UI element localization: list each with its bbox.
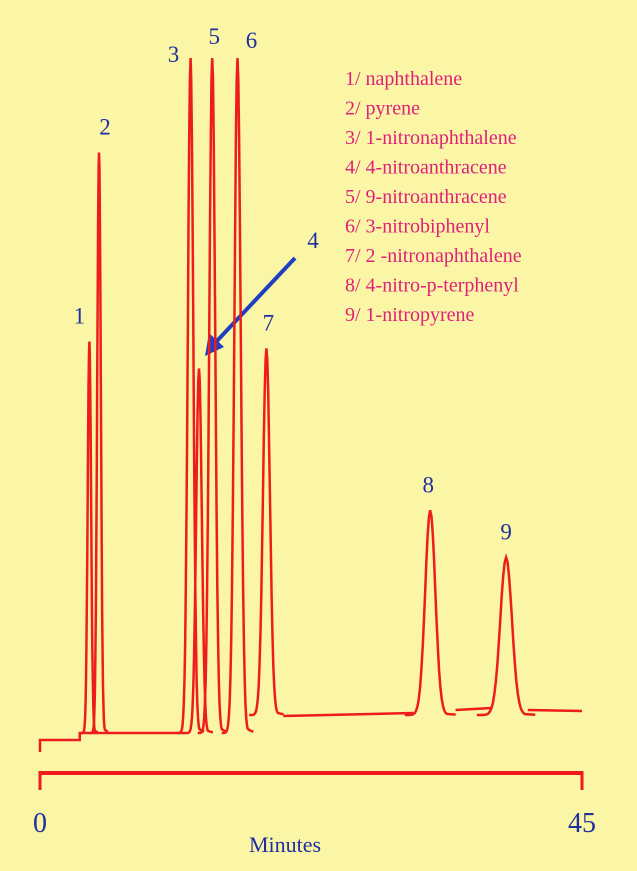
peak-label: 9 bbox=[500, 520, 512, 545]
peak bbox=[185, 368, 214, 735]
arrow-shaft bbox=[213, 256, 297, 345]
peak bbox=[476, 553, 536, 717]
x-tick-label: 0 bbox=[33, 808, 47, 839]
legend-entry: 8/ 4-nitro-p-terphenyl bbox=[345, 275, 519, 297]
baseline bbox=[38, 731, 186, 752]
peak-label: 4 bbox=[307, 228, 319, 253]
legend-entry: 4/ 4-nitroanthracene bbox=[345, 157, 507, 179]
peak bbox=[197, 57, 228, 735]
peak bbox=[177, 57, 205, 735]
x-tick-label: 45 bbox=[568, 808, 596, 839]
peak bbox=[221, 57, 254, 735]
legend-entry: 3/ 1-nitronaphthalene bbox=[345, 127, 517, 149]
legend-entry: 5/ 9-nitroanthracene bbox=[345, 186, 507, 208]
peak bbox=[249, 348, 284, 717]
peak-label: 2 bbox=[99, 115, 111, 140]
peak bbox=[404, 510, 456, 717]
baseline bbox=[283, 706, 583, 718]
legend-entry: 2/ pyrene bbox=[345, 98, 420, 120]
peak-label: 6 bbox=[246, 28, 258, 53]
legend-entry: 7/ 2 -nitronaphthalene bbox=[345, 245, 522, 267]
peak bbox=[90, 152, 109, 735]
peak-label: 1 bbox=[74, 304, 86, 329]
x-axis-label: Minutes bbox=[249, 832, 321, 857]
legend-entry: 6/ 3-nitrobiphenyl bbox=[345, 216, 490, 238]
peak-label: 8 bbox=[422, 472, 434, 497]
legend-entry: 9/ 1-nitropyrene bbox=[345, 304, 475, 326]
peak-label: 5 bbox=[208, 24, 220, 49]
legend-entry: 1/ naphthalene bbox=[345, 68, 462, 90]
peak-label: 7 bbox=[263, 310, 275, 335]
peak-label: 3 bbox=[168, 42, 180, 67]
peak bbox=[80, 341, 99, 735]
